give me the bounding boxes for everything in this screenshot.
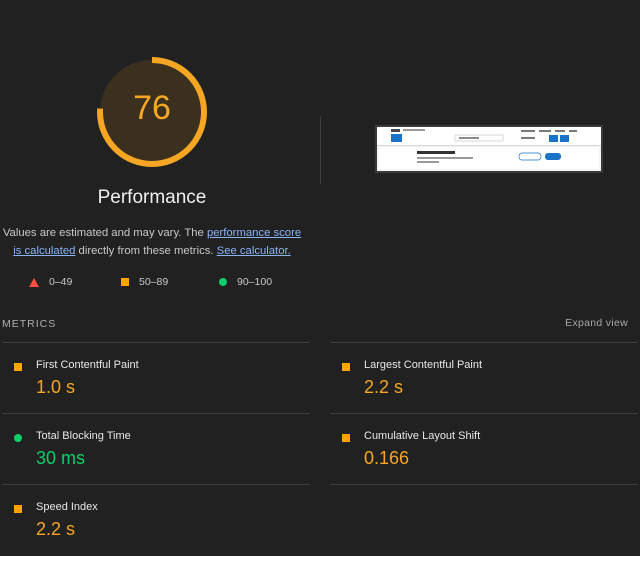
metric-value: 0.166 [364, 448, 410, 468]
description-prefix: Values are estimated and may vary. The [2, 227, 207, 239]
metric-value: 1.0 s [36, 377, 76, 397]
gauge-background [100, 60, 204, 164]
red-triangle-icon [29, 277, 39, 287]
orange-square-icon [14, 505, 22, 513]
vertical-divider [320, 116, 321, 184]
gauge-title: Performance [97, 187, 207, 208]
orange-square-icon [14, 363, 22, 371]
metrics-section-title: METRICS [2, 318, 57, 330]
orange-square-icon [342, 434, 350, 442]
performance-score: 76 [133, 88, 171, 127]
metric-label: Cumulative Layout Shift [364, 430, 481, 442]
metric-value: 2.2 s [36, 519, 76, 539]
metrics-divider-right-3 [330, 484, 638, 485]
orange-square-icon [121, 278, 129, 286]
screenshot-illustration [377, 127, 601, 171]
gauge-ring [97, 57, 207, 167]
green-circle-icon [219, 278, 227, 286]
legend-item-average: 50–89 [121, 276, 168, 288]
expand-view-toggle[interactable]: Expand view [565, 317, 628, 329]
page-screenshot-thumbnail[interactable] [375, 125, 603, 173]
metric-label: First Contentful Paint [36, 359, 139, 371]
score-legend: 0–49 50–89 90–100 [0, 276, 310, 290]
legend-item-fail: 0–49 [29, 276, 72, 288]
performance-score-link[interactable]: performance score is calculated [13, 227, 302, 257]
see-calculator-link[interactable]: See calculator. [216, 245, 291, 257]
legend-item-pass: 90–100 [219, 276, 272, 288]
metric-value: 2.2 s [364, 377, 404, 397]
metric-label: Speed Index [36, 501, 98, 513]
performance-score-gauge: 76 [92, 52, 212, 172]
metrics-divider-right-2 [330, 413, 638, 414]
green-circle-icon [14, 434, 22, 442]
gauge-arc [97, 57, 207, 167]
legend-range-fail: 0–49 [49, 276, 73, 288]
metrics-divider-left-3 [2, 484, 310, 485]
metrics-divider-left-2 [2, 413, 310, 414]
legend-range-average: 50–89 [139, 276, 169, 288]
metric-label: Total Blocking Time [36, 430, 131, 442]
legend-range-pass: 90–100 [237, 276, 273, 288]
metrics-divider-right-1 [330, 342, 638, 343]
metrics-divider-left-1 [2, 342, 310, 343]
metric-value: 30 ms [36, 448, 86, 468]
score-description: Values are estimated and may vary. The p… [2, 224, 302, 260]
description-middle: directly from these metrics. [75, 245, 217, 257]
orange-square-icon [342, 363, 350, 371]
metric-label: Largest Contentful Paint [364, 359, 483, 371]
